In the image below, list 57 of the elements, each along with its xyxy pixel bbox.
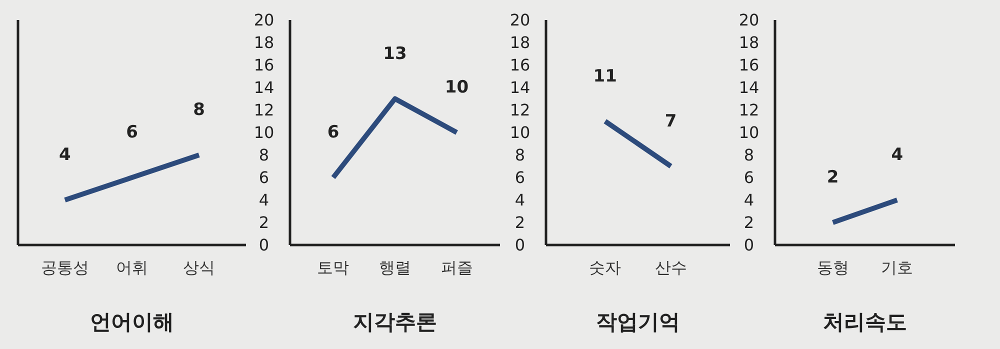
text: 처리속도 [823, 310, 907, 334]
y-tick-label: 20 [254, 10, 274, 30]
x-tick-label: 행렬 [379, 258, 411, 277]
data-label: 11 [593, 66, 617, 86]
y-tick-label: 14 [254, 78, 274, 98]
x-tick-label: 퍼즐 [440, 258, 473, 277]
y-tick-label: 12 [738, 100, 760, 120]
data-label: 6 [126, 122, 138, 142]
x-tick-label: 동형 [816, 258, 849, 277]
y-tick-label: 0 [744, 236, 754, 255]
text: 언어이해 [90, 310, 174, 334]
data-label: 4 [891, 145, 904, 165]
text: 작업기억 [596, 310, 680, 334]
x-tick-label: 공통성 [40, 258, 89, 277]
y-tick-label: 18 [510, 33, 530, 52]
y-tick-label: 10 [738, 123, 760, 142]
x-tick-label: 상식 [183, 258, 216, 277]
y-tick-label: 12 [254, 100, 274, 120]
y-tick-label: 8 [514, 146, 526, 165]
y-tick-label: 16 [510, 56, 530, 75]
y-tick-label: 6 [258, 168, 270, 188]
data-label: 10 [444, 78, 469, 98]
y-tick-label: 10 [254, 123, 274, 142]
y-tick-label: 8 [744, 146, 754, 165]
x-tick-label: 숫자 [589, 258, 622, 277]
y-tick-label: 2 [514, 213, 526, 232]
data-label: 8 [193, 100, 205, 120]
y-tick-label: 16 [254, 56, 274, 75]
y-tick-label: 8 [258, 146, 270, 165]
data-label: 2 [826, 168, 839, 188]
y-tick-label: 4 [514, 190, 526, 210]
y-tick-label: 2 [744, 213, 754, 232]
y-tick-label: 16 [738, 56, 760, 75]
data-label: 13 [383, 44, 407, 64]
x-tick-label: 기호 [881, 258, 914, 277]
y-tick-label: 2 [258, 213, 270, 232]
y-tick-label: 0 [258, 236, 270, 255]
x-tick-label: 어휘 [116, 258, 148, 277]
y-tick-label: 14 [510, 78, 530, 98]
y-tick-label: 10 [510, 123, 530, 142]
y-tick-label: 20 [738, 10, 760, 30]
y-tick-label: 0 [514, 236, 526, 255]
y-tick-label: 6 [514, 168, 526, 188]
data-label: 7 [664, 111, 677, 132]
y-tick-label: 6 [744, 168, 754, 188]
x-tick-label: 산수 [654, 258, 687, 277]
data-label: 6 [327, 122, 340, 142]
text: 지각추론 [353, 310, 437, 334]
y-tick-label: 4 [744, 190, 754, 210]
y-tick-label: 12 [510, 100, 530, 120]
y-tick-label: 20 [510, 10, 530, 30]
x-tick-label: 토막 [317, 258, 350, 277]
y-tick-label: 18 [738, 33, 760, 52]
y-tick-label: 18 [254, 33, 274, 52]
y-tick-label: 4 [258, 190, 270, 210]
data-label: 4 [59, 145, 72, 165]
y-tick-label: 14 [738, 78, 760, 98]
